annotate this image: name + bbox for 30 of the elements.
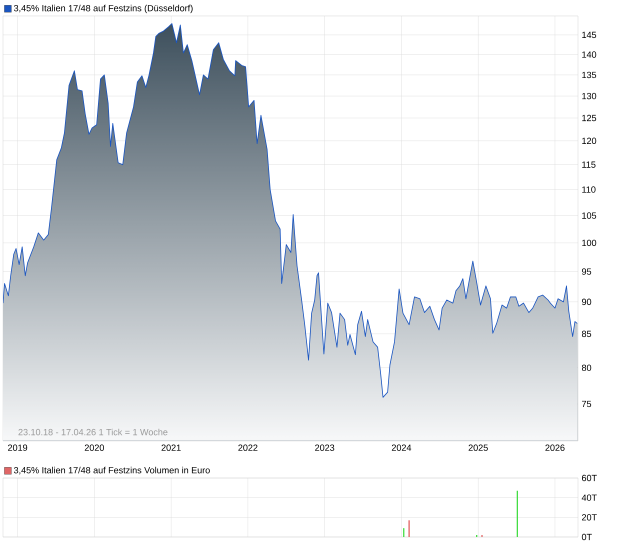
y-tick-label: 145 xyxy=(582,32,596,38)
y-tick-label: 135 xyxy=(582,72,596,78)
x-tick-label: 2025 xyxy=(468,444,488,451)
y-tick-label: 100 xyxy=(582,240,596,246)
y-tick-label: 90 xyxy=(582,298,592,306)
x-tick-label: 2019 xyxy=(8,444,28,451)
x-tick-label: 2022 xyxy=(238,444,258,451)
x-tick-label: 2024 xyxy=(392,444,412,451)
y-tick-label: 125 xyxy=(582,114,596,122)
y-tick-label: 75 xyxy=(582,400,592,408)
legend-label: 3,45% Italien 17/48 auf Festzins Volumen in Euro xyxy=(14,466,210,474)
x-tick-label: 2023 xyxy=(315,444,334,451)
x-tick-label: 2020 xyxy=(84,444,104,451)
y-tick-label: 140 xyxy=(582,51,596,58)
x-tick-label: 2026 xyxy=(545,444,565,451)
y-tick-label: 60T xyxy=(582,474,597,482)
y-tick-label: 80 xyxy=(582,364,592,371)
y-tick-label: 40T xyxy=(582,494,597,501)
y-tick-label: 105 xyxy=(582,212,596,219)
y-tick-label: 120 xyxy=(582,138,596,144)
y-tick-label: 20T xyxy=(582,514,597,521)
y-tick-label: 85 xyxy=(582,330,592,338)
annotation: 23.10.18 - 17.04.26 1 Tick = 1 Woche xyxy=(18,428,168,436)
y-tick-label: 0T xyxy=(582,534,592,540)
y-tick-label: 95 xyxy=(582,268,592,275)
y-tick-label: 130 xyxy=(582,92,596,100)
x-tick-label: 2021 xyxy=(162,444,181,451)
legend-label: 3,45% Italien 17/48 auf Festzins (Düsseldorf) xyxy=(14,4,193,14)
y-tick-label: 115 xyxy=(582,162,596,168)
y-tick-label: 110 xyxy=(582,186,596,193)
